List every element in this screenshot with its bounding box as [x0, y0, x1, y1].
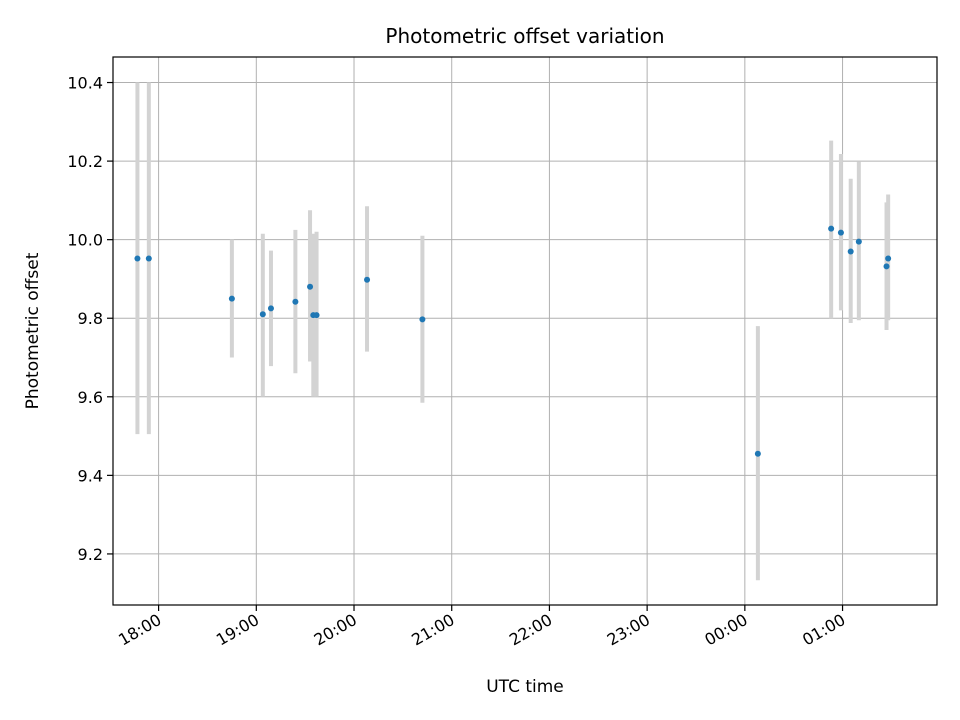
data-point	[847, 248, 854, 255]
plot-frame	[112, 56, 938, 606]
data-point	[307, 283, 314, 290]
data-point	[419, 316, 426, 323]
data-point	[855, 238, 862, 245]
data-point	[292, 298, 299, 305]
data-point	[145, 255, 152, 262]
data-point	[828, 225, 835, 232]
y-tick-label: 10.0	[67, 231, 103, 250]
data-point	[134, 255, 141, 262]
y-tick-label: 9.8	[78, 309, 103, 328]
data-points	[134, 225, 892, 457]
y-tick-label: 10.4	[67, 74, 103, 93]
data-point	[313, 312, 320, 319]
data-point	[267, 305, 274, 312]
y-tick-label: 9.4	[78, 466, 103, 485]
y-tick-label: 9.2	[78, 545, 103, 564]
data-point	[837, 229, 844, 236]
y-axis-label: Photometric offset	[23, 252, 43, 409]
chart-title: Photometric offset variation	[385, 24, 664, 48]
data-point	[754, 450, 761, 457]
data-point	[885, 255, 892, 262]
data-point	[259, 311, 266, 318]
grid-lines	[113, 57, 937, 605]
y-tick-label: 10.2	[67, 152, 103, 171]
data-point	[364, 276, 371, 283]
plot-area	[113, 57, 937, 605]
data-point	[228, 295, 235, 302]
y-axis-ticks: 9.2 9.4 9.6 9.8 10.0 10.2 10.4	[67, 74, 113, 564]
y-tick-label: 9.6	[78, 388, 103, 407]
data-point	[883, 263, 890, 270]
x-axis-label: UTC time	[486, 677, 564, 697]
